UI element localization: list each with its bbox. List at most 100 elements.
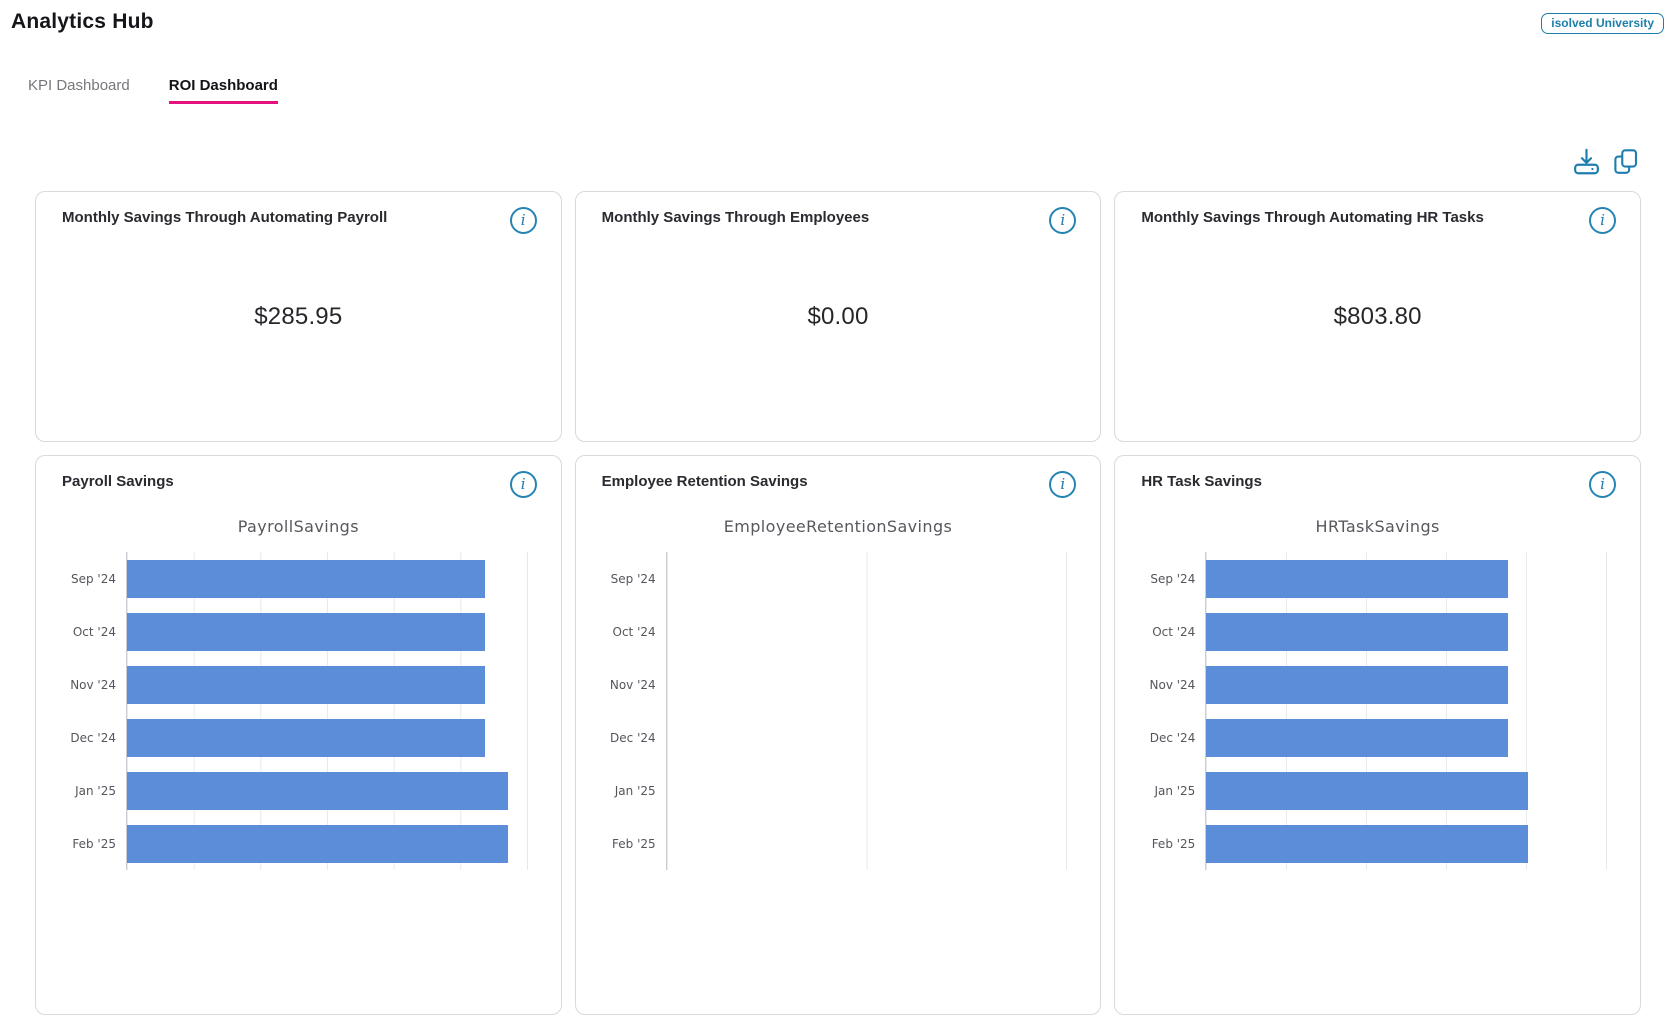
y-axis-tick-label: Oct '24: [612, 624, 656, 639]
bar-chart-hr-task-savings: Sep '24 Oct '24 Nov '24 Dec '24 Jan '25 Feb '…: [1141, 552, 1607, 870]
page-header: Analytics Hub isolved University: [0, 0, 1670, 34]
bar-sep24: [1206, 559, 1509, 598]
bar-oct24: [127, 612, 485, 651]
bar-jan25: [1206, 771, 1528, 810]
kpi-card-payroll: Monthly Savings Through Automating Payro…: [35, 191, 562, 442]
kpi-value: $285.95: [254, 302, 343, 330]
y-axis-tick-label: Dec '24: [610, 730, 656, 745]
y-axis-tick-label: Feb '25: [612, 836, 656, 851]
chart-row: Feb '25: [62, 817, 528, 870]
kpi-value: $0.00: [807, 302, 869, 330]
chart-row: Oct '24: [62, 605, 528, 658]
y-axis-tick-label: Nov '24: [609, 677, 656, 692]
copy-button[interactable]: [1611, 145, 1641, 178]
dashboard-tabs: KPI Dashboard ROI Dashboard: [0, 34, 1670, 104]
bar-feb25: [1206, 824, 1528, 863]
bar-sep24: [127, 559, 485, 598]
y-axis-tick-label: Jan '25: [614, 783, 656, 798]
y-axis-tick-label: Oct '24: [72, 624, 116, 639]
chart-row: Jan '25: [602, 764, 1068, 817]
y-axis-tick-label: Dec '24: [1149, 730, 1196, 745]
y-axis-tick-label: Jan '25: [1154, 783, 1196, 798]
chart-row: Oct '24: [1141, 605, 1607, 658]
tab-roi-dashboard[interactable]: ROI Dashboard: [168, 77, 278, 104]
chart-row: Feb '25: [602, 817, 1068, 870]
y-axis-tick-label: Nov '24: [1149, 677, 1196, 692]
chart-card-payroll-savings: Payroll Savings i PayrollSavings Sep '24…: [35, 455, 562, 1015]
chart-plot-track: [126, 764, 528, 817]
chart-row: Sep '24: [602, 552, 1068, 605]
chart-plot-track: [1205, 764, 1607, 817]
kpi-value: $803.80: [1333, 302, 1422, 330]
bar-dec24: [1206, 718, 1509, 757]
chart-card-employee-retention-savings: Employee Retention Savings i EmployeeRet…: [574, 455, 1102, 1015]
kpi-card-title: Monthly Savings Through Automating HR Ta…: [1141, 209, 1484, 226]
isolved-university-button[interactable]: isolved University: [1541, 13, 1664, 34]
bar-dec24: [127, 718, 485, 757]
chart-row: Dec '24: [602, 711, 1068, 764]
chart-row: Nov '24: [602, 658, 1068, 711]
chart-plot-track: [1205, 658, 1607, 711]
y-axis-tick-label: Oct '24: [1152, 624, 1196, 639]
chart-title: HRTaskSavings: [1315, 517, 1440, 536]
chart-plot-track: [126, 552, 528, 605]
chart-plot-track: [665, 605, 1068, 658]
chart-title: PayrollSavings: [237, 517, 359, 536]
chart-row: Oct '24: [602, 605, 1068, 658]
chart-plot-track: [665, 764, 1068, 817]
chart-row: Nov '24: [62, 658, 528, 711]
y-axis-tick-label: Sep '24: [71, 571, 116, 586]
tab-kpi-dashboard[interactable]: KPI Dashboard: [28, 77, 130, 94]
info-icon[interactable]: i: [1049, 207, 1077, 234]
chart-row: Feb '25: [1141, 817, 1607, 870]
y-axis-tick-label: Dec '24: [70, 730, 116, 745]
bar-nov24: [127, 665, 485, 704]
kpi-card-title: Monthly Savings Through Employees: [601, 209, 870, 226]
chart-plot-track: [126, 817, 528, 870]
info-icon[interactable]: i: [1589, 471, 1616, 498]
bar-jan25: [127, 771, 508, 810]
y-axis-tick-label: Sep '24: [610, 571, 656, 586]
info-icon[interactable]: i: [509, 207, 537, 234]
export-toolbar: [0, 144, 1641, 178]
chart-plot-track: [665, 817, 1068, 870]
download-icon: [1571, 148, 1602, 181]
chart-plot-track: [126, 605, 528, 658]
chart-title: EmployeeRetentionSavings: [723, 517, 953, 536]
bar-chart-employee-retention-savings: Sep '24 Oct '24 Nov '24 Dec '24 Jan '25 Feb '…: [602, 552, 1068, 870]
chart-plot-track: [665, 711, 1068, 764]
chart-row: Nov '24: [1141, 658, 1607, 711]
kpi-card-hr-tasks: Monthly Savings Through Automating HR Ta…: [1114, 191, 1641, 442]
bar-chart-payroll-savings: Sep '24 Oct '24 Nov '24 Dec '24 Jan '25 Feb '…: [62, 552, 528, 870]
chart-row: Dec '24: [1141, 711, 1607, 764]
bar-feb25: [127, 824, 508, 863]
chart-plot-track: [665, 552, 1068, 605]
kpi-card-row: Monthly Savings Through Automating Payro…: [35, 191, 1641, 442]
chart-plot-track: [1205, 552, 1607, 605]
chart-card-title: HR Task Savings: [1141, 473, 1262, 490]
y-axis-tick-label: Nov '24: [70, 677, 116, 692]
download-button[interactable]: [1571, 145, 1602, 178]
chart-plot-track: [126, 711, 528, 764]
chart-card-row: Payroll Savings i PayrollSavings Sep '24…: [35, 455, 1641, 1015]
info-icon[interactable]: i: [1589, 207, 1616, 234]
chart-row: Sep '24: [62, 552, 528, 605]
page-title: Analytics Hub: [11, 10, 154, 33]
chart-row: Dec '24: [62, 711, 528, 764]
copy-icon: [1611, 148, 1641, 181]
chart-card-hr-task-savings: HR Task Savings i HRTaskSavings Sep '24 O…: [1114, 455, 1641, 1015]
y-axis-tick-label: Jan '25: [75, 783, 116, 798]
chart-card-title: Payroll Savings: [62, 473, 174, 490]
chart-plot-track: [1205, 711, 1607, 764]
kpi-card-title: Monthly Savings Through Automating Payro…: [62, 209, 388, 226]
chart-plot-track: [1205, 605, 1607, 658]
info-icon[interactable]: i: [509, 471, 537, 498]
bar-oct24: [1206, 612, 1509, 651]
chart-row: Jan '25: [62, 764, 528, 817]
chart-plot-track: [126, 658, 528, 711]
chart-row: Jan '25: [1141, 764, 1607, 817]
y-axis-tick-label: Sep '24: [1150, 571, 1196, 586]
chart-row: Sep '24: [1141, 552, 1607, 605]
chart-card-title: Employee Retention Savings: [601, 473, 808, 490]
info-icon[interactable]: i: [1049, 471, 1077, 498]
